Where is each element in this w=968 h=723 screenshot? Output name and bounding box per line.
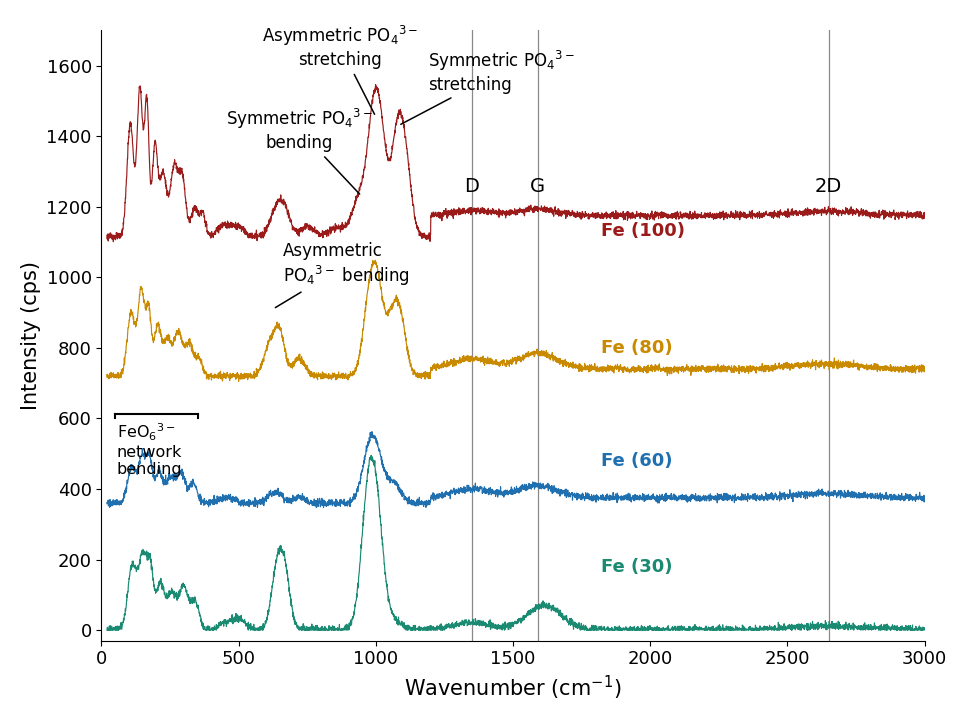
Text: FeO$_6$$^{3-}$
network
bending: FeO$_6$$^{3-}$ network bending	[116, 422, 182, 477]
Text: Asymmetric PO$_4$$^{3-}$
stretching: Asymmetric PO$_4$$^{3-}$ stretching	[262, 25, 418, 114]
Text: Symmetric PO$_4$$^{3-}$
bending: Symmetric PO$_4$$^{3-}$ bending	[226, 107, 373, 194]
X-axis label: Wavenumber (cm$^{-1}$): Wavenumber (cm$^{-1}$)	[405, 674, 621, 702]
Text: Fe (80): Fe (80)	[601, 339, 673, 357]
Text: D: D	[465, 177, 479, 196]
Text: 2D: 2D	[815, 177, 842, 196]
Text: Symmetric PO$_4$$^{3-}$
stretching: Symmetric PO$_4$$^{3-}$ stretching	[401, 49, 575, 124]
Text: Fe (60): Fe (60)	[601, 452, 673, 470]
Y-axis label: Intensity (cps): Intensity (cps)	[21, 261, 41, 410]
Text: Asymmetric
PO$_4$$^{3-}$ bending: Asymmetric PO$_4$$^{3-}$ bending	[275, 242, 409, 307]
Text: G: G	[530, 177, 545, 196]
Text: Fe (100): Fe (100)	[601, 223, 684, 241]
Text: Fe (30): Fe (30)	[601, 558, 673, 576]
